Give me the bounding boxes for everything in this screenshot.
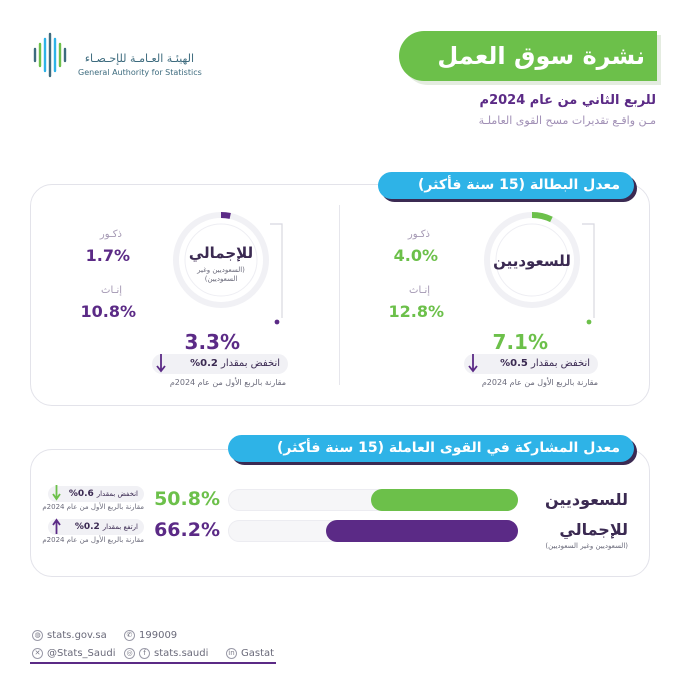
logo-icon [33,32,67,78]
page-title: نشرة سوق العمل [437,42,645,70]
participation-total-sublabel: (السعوديين وغير السعوديين) [545,542,628,550]
org-name-ar: الهيئـة العـامـة للإحـصـاء [84,52,194,65]
source-text: مـن واقـع تقديرات مسح القوى العاملـة [478,114,656,127]
saudi-male-value: 4.0% [393,246,438,265]
title-banner [399,31,657,81]
org-name-en: General Authority for Statistics [78,68,202,77]
participation-section-title: معدل المشاركة في القوى العاملة (15 سنة ف… [228,435,634,462]
total-comparison-note: مقارنة بالربع الأول من عام 2024م [169,378,286,387]
saudi-change-text: انخفض بمقدار [531,358,590,369]
footer-phone-text: 199009 [139,630,178,641]
participation-saudi-change: انخفض بمقدار 0.6% [48,486,144,502]
total-guide-line [270,223,283,325]
footer-twitter-text: @Stats_Saudi [47,648,116,659]
arrow-up-icon [52,518,61,534]
saudi-guide-line [582,223,595,325]
globe-icon: ◍ [32,630,43,641]
total-male-value: 1.7% [85,246,130,265]
participation-total-change-text: ارتفع بمقدار [102,523,138,531]
footer-website-text: stats.gov.sa [47,630,107,641]
linkedin-icon: in [226,648,237,659]
participation-total-change-value: 0.2% [74,522,100,532]
total-female-value: 10.8% [80,302,136,321]
participation-total-label: للإجمالي [559,520,628,539]
total-male-label: ذكـور [99,229,122,240]
unemployment-section-title: معدل البطالة (15 سنة فأكثر) [378,172,634,199]
participation-saudi-change-value: 0.6% [68,489,94,499]
participation-saudi-bar [370,489,518,511]
participation-saudi-track [228,489,518,511]
footer-social[interactable]: ◎ f stats.saudi [124,648,208,659]
total-ring-label: للإجمالي [188,244,254,262]
saudi-female-value: 12.8% [388,302,444,321]
x-icon: ✕ [32,648,43,659]
footer-divider [30,662,276,664]
footer-twitter[interactable]: ✕ @Stats_Saudi [32,648,115,659]
total-change-badge: انخفض بمقدار 0.2% [152,354,288,374]
participation-total-bar [326,520,518,542]
footer-website[interactable]: ◍ stats.gov.sa [32,630,107,641]
participation-saudi-label: للسعوديين [544,490,628,509]
saudi-ring-label: للسعوديين [493,252,571,270]
footer-phone[interactable]: ✆ 199009 [124,630,177,641]
total-female-label: إنـاث [101,285,122,296]
facebook-icon: f [139,648,150,659]
total-ring-sublabel: (السعوديين وغير السعوديين) [197,266,245,283]
footer-linkedin-text: Gastat [241,648,275,659]
participation-total-change: ارتفع بمقدار 0.2% [48,519,144,535]
period-text: للربع الثاني من عام 2024م [479,93,656,108]
saudi-change-value: 0.5% [500,358,528,369]
saudi-comparison-note: مقارنة بالربع الأول من عام 2024م [481,378,598,387]
footer-linkedin[interactable]: in Gastat [226,648,274,659]
participation-saudi-value: 50.8% [154,488,220,510]
phone-icon: ✆ [124,630,135,641]
saudi-unemployment-ring [484,211,580,308]
total-change-text: انخفض بمقدار [221,358,280,369]
footer-social-text: stats.saudi [154,648,209,659]
participation-total-track [228,520,518,542]
participation-total-value: 66.2% [154,519,220,541]
saudi-male-label: ذكـور [407,229,430,240]
total-unemployment-rate: 3.3% [184,330,240,354]
participation-saudi-change-text: انخفض بمقدار [96,490,138,498]
participation-total-comparison: مقارنة بالربع الأول من عام 2024م [42,536,144,544]
arrow-down-icon [468,354,478,373]
instagram-icon: ◎ [124,648,135,659]
participation-saudi-comparison: مقارنة بالربع الأول من عام 2024م [42,503,144,511]
panel-divider [339,205,340,385]
saudi-unemployment-rate: 7.1% [492,330,548,354]
total-change-value: 0.2% [190,358,218,369]
saudi-female-label: إنـاث [409,285,430,296]
arrow-down-icon [52,485,61,501]
arrow-down-icon [156,354,166,373]
participation-panel [30,449,650,577]
total-unemployment-ring [173,211,269,308]
saudi-change-badge: انخفض بمقدار 0.5% [464,354,598,374]
